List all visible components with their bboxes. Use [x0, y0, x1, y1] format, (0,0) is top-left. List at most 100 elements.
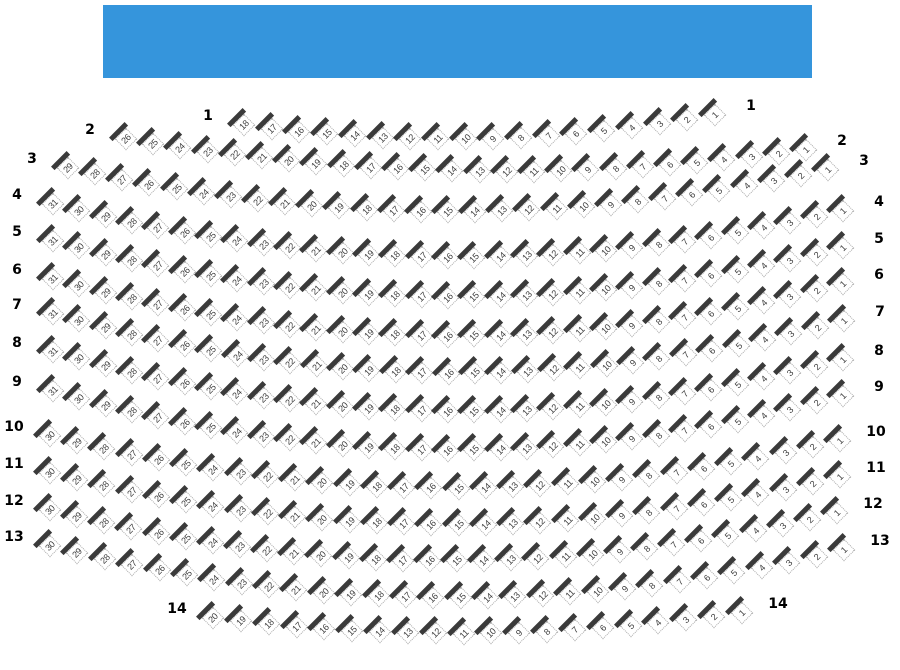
seat[interactable]: 24: [226, 269, 249, 292]
seat[interactable]: 22: [278, 236, 302, 260]
seat[interactable]: 20: [331, 320, 354, 344]
seat[interactable]: 26: [147, 522, 170, 546]
seat[interactable]: 11: [558, 582, 582, 606]
seat[interactable]: 30: [68, 274, 91, 298]
seat[interactable]: 6: [700, 415, 723, 439]
seat[interactable]: 19: [338, 510, 361, 533]
seat[interactable]: 21: [305, 393, 328, 416]
seat[interactable]: 3: [771, 514, 795, 537]
seat[interactable]: 10: [594, 239, 618, 263]
seat[interactable]: 9: [621, 351, 645, 375]
seat[interactable]: 14: [441, 159, 464, 183]
seat[interactable]: 22: [278, 390, 302, 413]
seat[interactable]: 11: [522, 160, 546, 183]
seat[interactable]: 6: [700, 339, 724, 363]
seat[interactable]: 24: [226, 344, 249, 368]
seat[interactable]: 20: [311, 471, 334, 495]
seat[interactable]: 15: [445, 550, 469, 573]
seat[interactable]: 6: [680, 183, 704, 207]
seat[interactable]: 1: [831, 272, 855, 296]
seat[interactable]: 11: [545, 197, 568, 221]
seat[interactable]: 8: [647, 272, 670, 296]
seat[interactable]: 11: [568, 319, 591, 343]
seat[interactable]: 2: [675, 108, 699, 132]
seat[interactable]: 6: [700, 302, 723, 326]
seat[interactable]: 11: [556, 509, 579, 533]
seat[interactable]: 31: [41, 302, 65, 326]
seat[interactable]: 19: [357, 283, 381, 306]
seat[interactable]: 11: [569, 357, 592, 380]
seat[interactable]: 18: [384, 244, 407, 268]
seat[interactable]: 4: [753, 329, 777, 352]
seat[interactable]: 25: [165, 178, 188, 201]
seat[interactable]: 29: [65, 431, 89, 455]
seat[interactable]: 21: [273, 192, 297, 215]
seat[interactable]: 10: [480, 621, 503, 645]
seat[interactable]: 13: [501, 476, 525, 499]
seat[interactable]: 14: [489, 438, 512, 462]
seat[interactable]: 1: [703, 103, 727, 127]
seat[interactable]: 15: [463, 362, 487, 385]
seat[interactable]: 17: [410, 245, 433, 269]
seat[interactable]: 13: [515, 437, 539, 461]
seat[interactable]: 20: [331, 281, 354, 305]
seat[interactable]: 15: [436, 200, 460, 224]
seat[interactable]: 17: [392, 512, 416, 536]
seat[interactable]: 28: [120, 361, 144, 385]
seat[interactable]: 20: [331, 395, 354, 419]
seat[interactable]: 15: [315, 122, 339, 146]
seat[interactable]: 27: [120, 553, 144, 577]
seat[interactable]: 17: [359, 156, 383, 180]
seat[interactable]: 23: [252, 233, 275, 257]
seat[interactable]: 8: [647, 386, 670, 410]
seat[interactable]: 26: [138, 173, 161, 196]
seat[interactable]: 16: [436, 286, 460, 309]
seat[interactable]: 27: [120, 480, 144, 504]
seat[interactable]: 30: [68, 348, 91, 371]
seat[interactable]: 16: [437, 362, 460, 385]
seat[interactable]: 2: [805, 279, 828, 303]
seat[interactable]: 21: [283, 505, 307, 529]
seat[interactable]: 22: [255, 539, 279, 563]
seat[interactable]: 14: [489, 324, 512, 348]
seat[interactable]: 12: [398, 127, 422, 151]
seat[interactable]: 14: [489, 285, 512, 309]
seat[interactable]: 2: [805, 243, 828, 266]
seat[interactable]: 18: [365, 511, 389, 535]
seat[interactable]: 1: [831, 384, 855, 408]
seat[interactable]: 8: [647, 424, 670, 447]
seat[interactable]: 2: [767, 142, 791, 166]
seat[interactable]: 4: [750, 556, 774, 580]
seat[interactable]: 14: [489, 245, 512, 269]
seat[interactable]: 6: [565, 122, 588, 146]
seat[interactable]: 27: [120, 443, 144, 467]
seat[interactable]: 28: [120, 287, 144, 311]
seat[interactable]: 27: [147, 216, 170, 240]
seat[interactable]: 13: [371, 126, 394, 150]
seat[interactable]: 5: [726, 410, 749, 433]
seat[interactable]: 7: [631, 155, 655, 179]
seat[interactable]: 12: [542, 359, 566, 382]
seat[interactable]: 9: [621, 427, 644, 451]
seat[interactable]: 17: [410, 285, 433, 309]
seat[interactable]: 1: [730, 601, 754, 625]
seat[interactable]: 13: [516, 360, 539, 384]
seat[interactable]: 24: [201, 532, 225, 555]
seat[interactable]: 3: [779, 362, 802, 385]
seat[interactable]: 11: [556, 473, 579, 496]
seat[interactable]: 17: [382, 199, 406, 223]
seat[interactable]: 2: [801, 436, 825, 459]
seat[interactable]: 3: [774, 442, 797, 465]
seat[interactable]: 12: [529, 511, 552, 534]
seat[interactable]: 3: [762, 169, 786, 193]
seat[interactable]: 28: [93, 437, 116, 461]
seat[interactable]: 24: [202, 568, 226, 591]
seat[interactable]: 12: [424, 622, 448, 645]
seat[interactable]: 5: [727, 334, 750, 358]
seat[interactable]: 16: [436, 325, 460, 348]
seat[interactable]: 14: [463, 200, 487, 224]
seat[interactable]: 21: [305, 318, 328, 341]
seat[interactable]: 25: [199, 417, 223, 440]
seat[interactable]: 15: [449, 586, 473, 610]
seat[interactable]: 12: [542, 243, 565, 267]
